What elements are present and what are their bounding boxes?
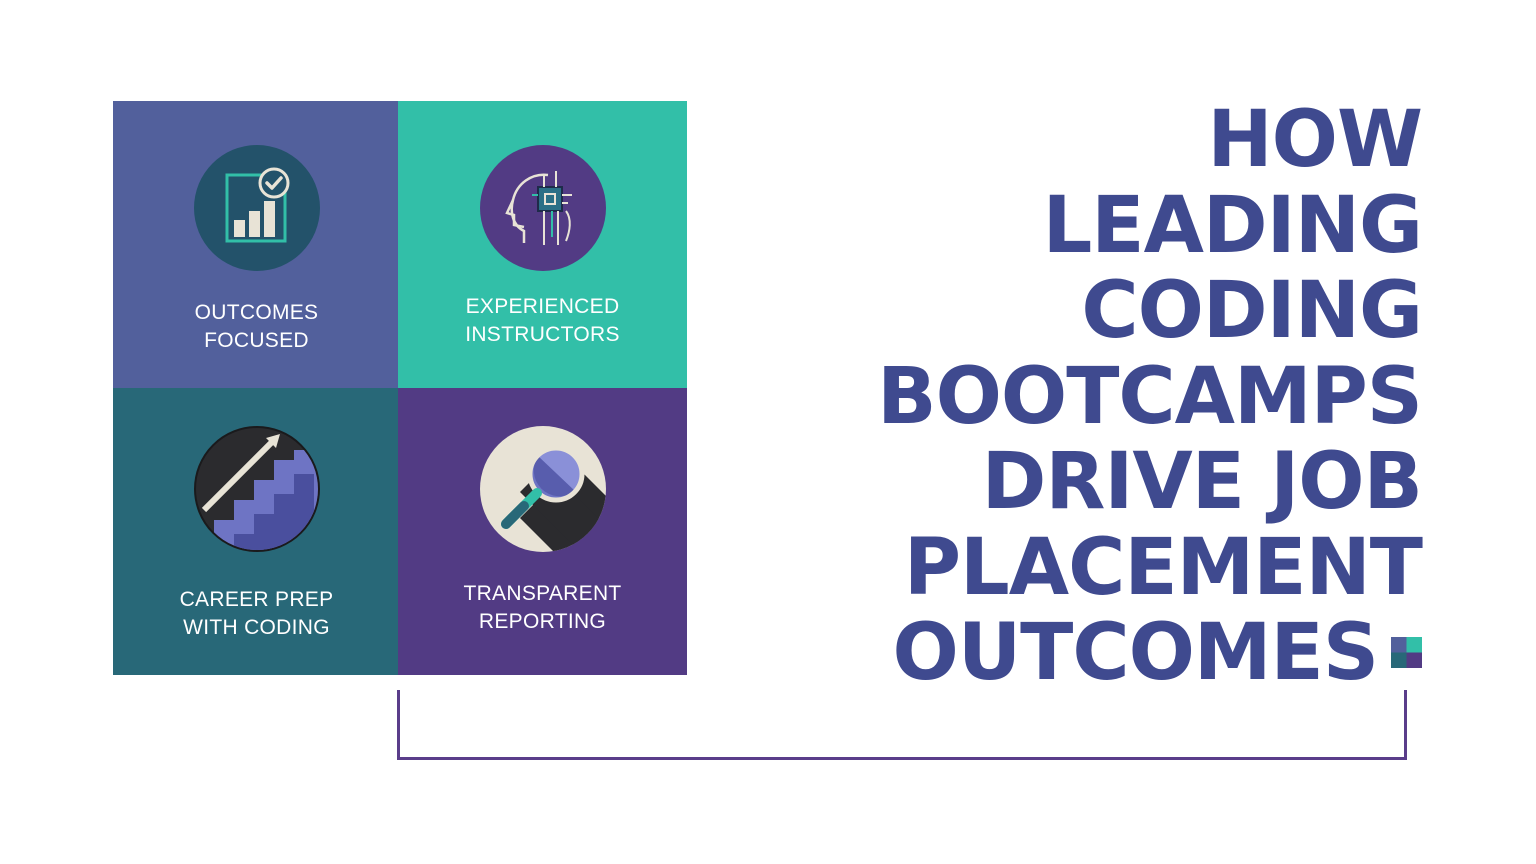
headline-line: PLACEMENT	[903, 522, 1423, 613]
headline-line: HOW	[1207, 95, 1423, 185]
bracket-line	[397, 690, 1407, 760]
headline-line: CODING	[1081, 266, 1423, 356]
features-grid: OUTCOMES FOCUSED EXPERIENCED	[113, 101, 687, 675]
tile-experienced-instructors: EXPERIENCED INSTRUCTORS	[398, 101, 687, 388]
head-chip-icon	[479, 145, 606, 271]
logo-mark-icon	[1391, 637, 1422, 668]
tile-label-line: REPORTING	[478, 610, 607, 633]
tile-label-line: WITH CODING	[183, 616, 330, 639]
tile-career-prep: CAREER PREP WITH CODING	[113, 388, 400, 675]
headline-line: OUTCOMES	[722, 608, 1422, 698]
headline-line: DRIVE JOB	[981, 437, 1423, 527]
headline-line-last: OUTCOMES	[892, 608, 1379, 698]
tile-label-career: CAREER PREP WITH CODING	[113, 586, 400, 642]
tile-label-line: OUTCOMES	[194, 301, 319, 324]
tile-label-instructors: EXPERIENCED INSTRUCTORS	[398, 293, 687, 349]
headline: HOW LEADING CODING BOOTCAMPS DRIVE JOB P…	[722, 95, 1423, 698]
tile-label-line: INSTRUCTORS	[465, 323, 620, 346]
tile-label-line: CAREER PREP	[179, 588, 334, 611]
tile-label-outcomes: OUTCOMES FOCUSED	[113, 299, 400, 355]
tile-outcomes-focused: OUTCOMES FOCUSED	[113, 101, 400, 388]
stairs-arrow-icon	[193, 426, 320, 552]
tile-transparent-reporting: TRANSPARENT REPORTING	[398, 388, 687, 675]
headline-line: LEADING	[1042, 180, 1423, 271]
magnifier-icon	[479, 426, 606, 552]
tile-label-reporting: TRANSPARENT REPORTING	[398, 580, 687, 636]
tile-label-line: EXPERIENCED	[465, 295, 620, 318]
tile-label-line: TRANSPARENT	[463, 582, 622, 605]
headline-line: BOOTCAMPS	[877, 351, 1423, 442]
chart-check-icon	[193, 145, 320, 271]
tile-label-line: FOCUSED	[204, 329, 309, 352]
